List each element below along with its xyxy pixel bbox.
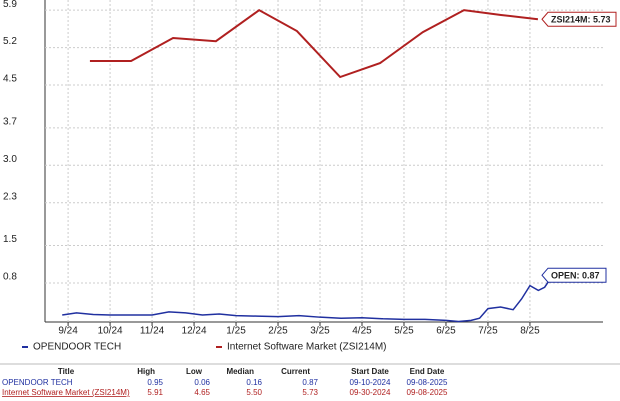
table-cell: 09-10-2024 [350,378,391,387]
x-tick-label: 7/25 [478,326,498,337]
x-tick-label: 5/25 [394,326,414,337]
y-tick-label: 2.3 [3,191,17,202]
table-cell: 09-30-2024 [350,388,391,397]
legend-label: OPENDOOR TECH [33,342,121,353]
y-tick-label: 1.5 [3,234,17,245]
x-tick-label: 2/25 [268,326,288,337]
annotation-box [541,267,607,283]
table-cell: Internet Software Market (ZSI214M) [2,388,130,397]
annotation-box [541,11,617,27]
table-cell: 09-08-2025 [407,378,448,387]
x-tick-label: 4/25 [352,326,372,337]
table-cell: 0.95 [147,378,163,387]
table-cell: 09-08-2025 [407,388,448,397]
x-tick-label: 1/25 [226,326,246,337]
x-tick-label: 3/25 [310,326,330,337]
y-tick-label: 4.5 [3,74,17,85]
table-header: Start Date [351,367,389,376]
y-tick-label: 5.9 [3,0,17,10]
x-tick-label: 9/24 [58,326,78,337]
table-cell: OPENDOOR TECH [2,378,73,387]
x-tick-label: 10/24 [98,326,123,337]
table-header: Current [281,367,310,376]
y-tick-label: 3.0 [3,154,17,165]
y-tick-label: 5.2 [3,36,17,47]
table-cell: 0.16 [246,378,262,387]
x-tick-label: 11/24 [140,326,165,337]
y-tick-label: 3.7 [3,116,17,127]
table-header: Median [226,367,254,376]
x-tick-label: 12/24 [182,326,207,337]
table-header: Low [186,367,203,376]
legend-label: Internet Software Market (ZSI214M) [227,342,387,353]
table-header: Title [58,367,75,376]
x-tick-label: 8/25 [520,326,540,337]
table-cell: 5.91 [147,388,163,397]
table-cell: 0.06 [194,378,210,387]
annotation: OPEN: 0.87 [551,271,600,281]
table-cell: 4.65 [194,388,210,397]
table-header: High [137,367,155,376]
y-tick-label: 0.8 [3,272,17,283]
x-tick-label: 6/25 [436,326,456,337]
table-cell: 0.87 [302,378,318,387]
series-line [62,278,551,323]
series-line [89,8,539,79]
annotation: ZSI214M: 5.73 [551,15,611,25]
table-cell: 5.73 [302,388,318,397]
table-cell: 5.50 [246,388,262,397]
table-header: End Date [410,367,445,376]
